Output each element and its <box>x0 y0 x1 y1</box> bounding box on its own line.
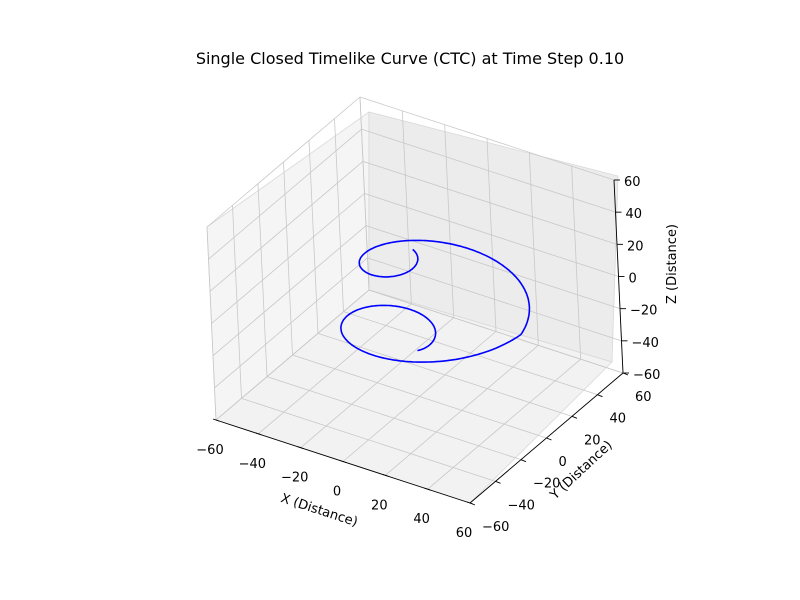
x-tick-mark <box>382 473 389 477</box>
gridline-y <box>317 332 573 417</box>
y-tick-label: −40 <box>508 498 535 513</box>
x-tick-label: −60 <box>196 443 223 458</box>
x-tick-mark <box>212 418 220 422</box>
y-tick-label: 60 <box>635 390 652 405</box>
x-tick-label: 0 <box>333 485 341 500</box>
gridline-z <box>215 289 370 421</box>
gridline-y <box>266 376 522 461</box>
gridline-z <box>206 96 361 228</box>
y-tick-label: −60 <box>482 520 509 535</box>
chart-title: Single Closed Timelike Curve (CTC) at Ti… <box>196 49 624 68</box>
x-tick-mark <box>339 460 347 463</box>
gridline-z <box>361 128 616 213</box>
z-tick-label: −40 <box>632 336 659 351</box>
y-tick-mark <box>469 502 476 506</box>
y-tick-mark <box>495 480 501 484</box>
y-tick-mark <box>520 459 527 463</box>
x-tick-label: 40 <box>413 512 430 527</box>
y-tick-mark <box>571 415 578 419</box>
x-tick-label: −20 <box>281 471 308 486</box>
y-tick-mark <box>597 394 603 398</box>
gridline-z <box>214 257 368 389</box>
y-tick-label: 0 <box>559 455 567 470</box>
z-tick-label: 60 <box>624 175 641 190</box>
gridline-y <box>343 311 598 396</box>
gridline-z <box>209 161 364 292</box>
gridline-z <box>208 128 362 260</box>
z-tick-label: −60 <box>633 368 660 383</box>
gridline-z <box>365 225 621 310</box>
x-tick-mark <box>424 487 431 491</box>
gridline-z <box>362 160 618 245</box>
z-axis-label: Z (Distance) <box>665 224 680 304</box>
z-tick-label: −20 <box>630 304 657 319</box>
y-tick-label: 20 <box>584 433 601 448</box>
y-axis-label: Y (Distance) <box>547 438 616 504</box>
gridline-z <box>212 225 367 356</box>
gridline-z <box>368 289 624 374</box>
z-tick-label: 0 <box>629 272 637 287</box>
tick-marks <box>212 179 629 506</box>
z-tick-label: 20 <box>627 239 644 254</box>
gridline-z <box>364 193 619 277</box>
x-tick-label: 20 <box>371 498 388 513</box>
y-tick-mark <box>546 437 552 441</box>
z-tick-label: 40 <box>626 207 643 222</box>
gridline-y <box>241 397 496 482</box>
gridline-z <box>211 193 365 324</box>
x-tick-label: 60 <box>456 526 473 541</box>
y-tick-label: 40 <box>610 412 627 427</box>
ctc-curve <box>340 239 531 363</box>
y-tick-label: −20 <box>533 477 560 492</box>
tick-labels: −60 −40 −20 0 20 40 60 −60 −40 −20 0 20 40 60 −60 −40 −2… <box>196 175 660 541</box>
gridline-y <box>292 354 547 439</box>
grid-lines <box>206 96 624 504</box>
x-tick-label: −40 <box>239 457 266 472</box>
x-tick-mark <box>255 432 262 436</box>
x-tick-mark <box>297 446 304 450</box>
gridline-z <box>359 96 615 181</box>
x-axis-label: X (Distance) <box>279 491 360 530</box>
series-layer <box>340 239 531 363</box>
